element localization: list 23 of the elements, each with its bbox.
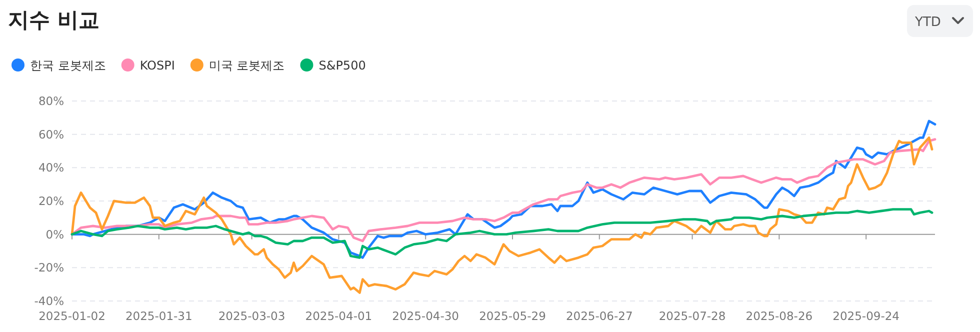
button-range: YTD [907, 5, 973, 37]
x-tick-label: 2025-04-30 [392, 309, 460, 323]
x-tick-label: 2025-09-24 [832, 309, 900, 323]
x-tick-label: 2025-08-26 [746, 309, 813, 323]
y-tick-label: 60% [38, 127, 64, 142]
legend-label: 미국 로봇제조 [208, 58, 285, 72]
y-tick-label: 20% [38, 194, 64, 208]
x-tick-label: 2025-01-02 [38, 309, 106, 323]
y-tick-label: -20% [34, 260, 64, 275]
legend-label: S&P500 [318, 58, 366, 72]
chart-title: 지수 비교 [8, 8, 100, 32]
y-tick-label: 0% [46, 227, 64, 242]
y-tick-label: -40% [34, 294, 64, 308]
legend-label: 한국 로봇제조 [30, 58, 106, 72]
x-tick-label: 2025-05-29 [479, 309, 546, 323]
y-tick-label: 80% [38, 94, 64, 108]
y-tick-label: 40% [38, 160, 64, 175]
x-tick-label: 2025-04-01 [305, 309, 372, 323]
x-tick-label: 2025-07-28 [658, 309, 726, 323]
x-tick-label: 2025-06-27 [566, 309, 633, 323]
x-tick-label: 2025-03-03 [218, 309, 286, 323]
x-tick-label: 2025-01-31 [125, 309, 192, 323]
legend-label: KOSPI [140, 58, 175, 72]
